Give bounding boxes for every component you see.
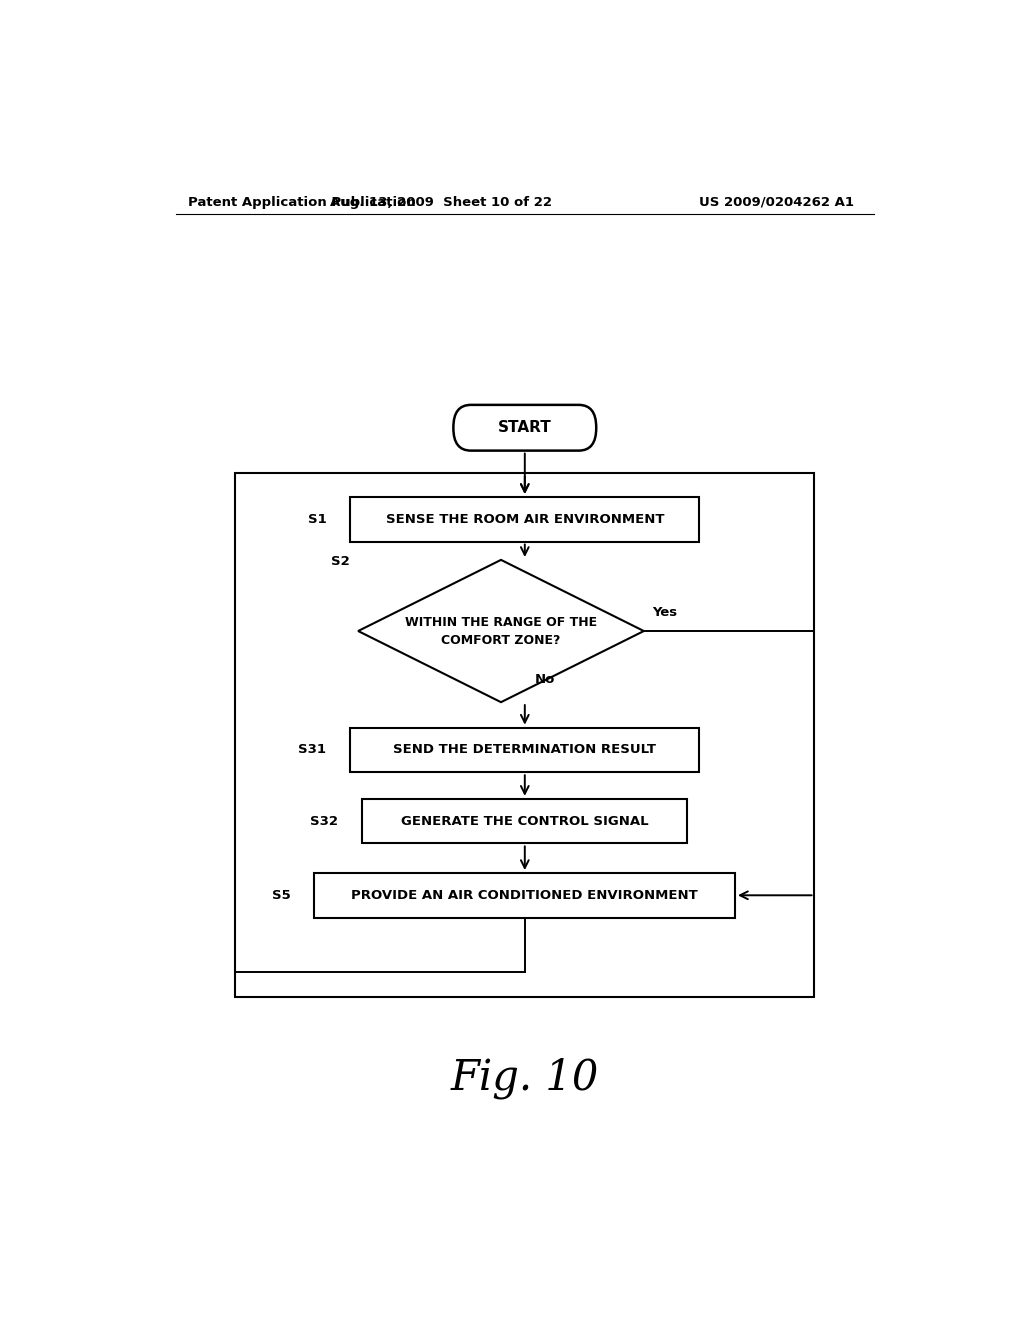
Text: PROVIDE AN AIR CONDITIONED ENVIRONMENT: PROVIDE AN AIR CONDITIONED ENVIRONMENT	[351, 888, 698, 902]
Text: S32: S32	[310, 814, 338, 828]
Bar	[362, 799, 687, 843]
Text: US 2009/0204262 A1: US 2009/0204262 A1	[699, 195, 854, 209]
Bar	[350, 496, 699, 541]
Text: Aug. 13, 2009  Sheet 10 of 22: Aug. 13, 2009 Sheet 10 of 22	[331, 195, 553, 209]
Bar	[236, 474, 814, 997]
Text: Fig. 10: Fig. 10	[451, 1057, 599, 1100]
Bar	[314, 873, 735, 917]
Text: GENERATE THE CONTROL SIGNAL: GENERATE THE CONTROL SIGNAL	[401, 814, 648, 828]
FancyBboxPatch shape	[454, 405, 596, 450]
Text: S1: S1	[307, 512, 327, 525]
Text: S31: S31	[298, 743, 327, 756]
Text: S5: S5	[272, 888, 291, 902]
Text: Yes: Yes	[651, 606, 677, 619]
Text: SEND THE DETERMINATION RESULT: SEND THE DETERMINATION RESULT	[393, 743, 656, 756]
Text: S2: S2	[332, 554, 350, 568]
Text: No: No	[535, 673, 555, 686]
Polygon shape	[358, 560, 644, 702]
Text: Patent Application Publication: Patent Application Publication	[187, 195, 416, 209]
Text: WITHIN THE RANGE OF THE
COMFORT ZONE?: WITHIN THE RANGE OF THE COMFORT ZONE?	[404, 615, 597, 647]
Text: SENSE THE ROOM AIR ENVIRONMENT: SENSE THE ROOM AIR ENVIRONMENT	[386, 512, 664, 525]
Text: START: START	[498, 420, 552, 436]
Bar	[350, 727, 699, 772]
